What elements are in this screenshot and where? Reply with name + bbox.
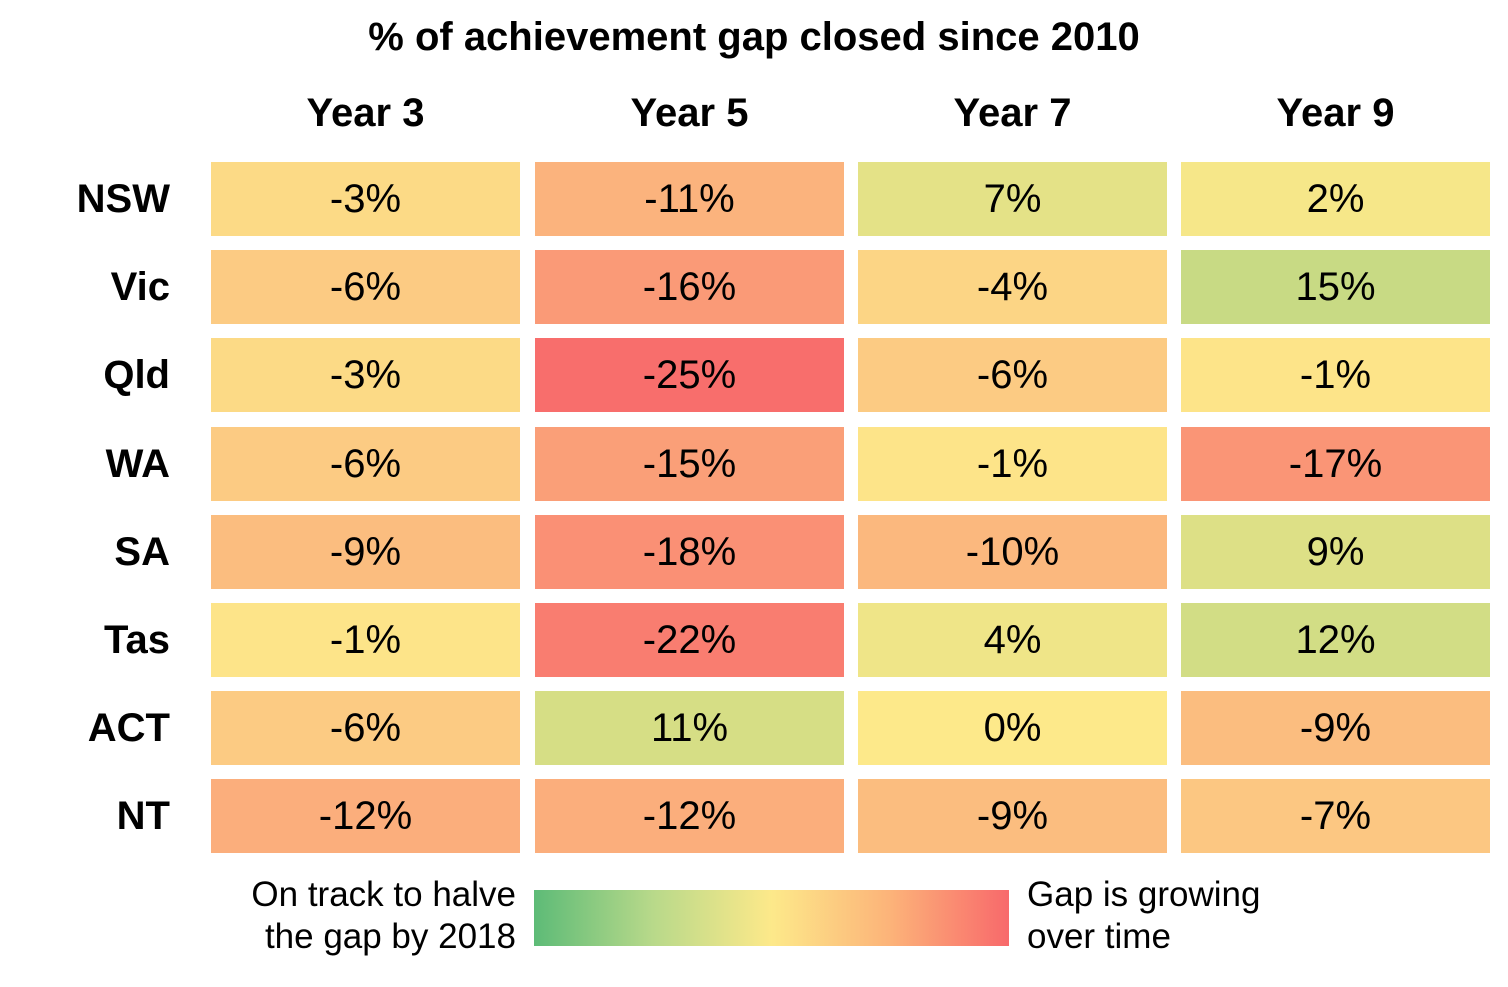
row-label-act: ACT xyxy=(87,706,170,750)
row-label-tas: Tas xyxy=(104,618,170,662)
heatmap-cell-nsw-3: 7% xyxy=(858,162,1167,236)
row-label-vic: Vic xyxy=(110,265,170,309)
legend-left-line1: On track to halve xyxy=(251,875,516,914)
heatmap-cell-nt-1: -12% xyxy=(211,779,520,853)
legend-left-label: On track to halve the gap by 2018 xyxy=(200,874,516,958)
heatmap-cell-qld-1: -3% xyxy=(211,338,520,412)
column-header-1: Year 3 xyxy=(306,91,425,135)
heatmap-cell-tas-4: 12% xyxy=(1181,603,1490,677)
row-label-nt: NT xyxy=(116,794,170,838)
heatmap-cell-qld-3: -6% xyxy=(858,338,1167,412)
heatmap-cell-vic-1: -6% xyxy=(211,250,520,324)
heatmap-cell-qld-4: -1% xyxy=(1181,338,1490,412)
row-label-wa: WA xyxy=(105,442,170,486)
heatmap-cell-wa-1: -6% xyxy=(211,427,520,501)
heatmap-cell-act-1: -6% xyxy=(211,691,520,765)
row-label-nsw: NSW xyxy=(76,177,170,221)
heatmap-cell-sa-1: -9% xyxy=(211,515,520,589)
heatmap-cell-nt-2: -12% xyxy=(535,779,844,853)
row-label-qld: Qld xyxy=(103,353,170,397)
heatmap-cell-nsw-1: -3% xyxy=(211,162,520,236)
heatmap-cell-sa-2: -18% xyxy=(535,515,844,589)
heatmap-cell-sa-4: 9% xyxy=(1181,515,1490,589)
heatmap-cell-vic-4: 15% xyxy=(1181,250,1490,324)
column-header-2: Year 5 xyxy=(630,91,749,135)
legend-right-label: Gap is growing over time xyxy=(1027,874,1347,958)
heatmap-cell-tas-2: -22% xyxy=(535,603,844,677)
heatmap-cell-wa-2: -15% xyxy=(535,427,844,501)
column-header-4: Year 9 xyxy=(1276,91,1395,135)
legend-right-line1: Gap is growing xyxy=(1027,875,1261,914)
legend-color-gradient xyxy=(534,890,1009,946)
heatmap-cell-wa-3: -1% xyxy=(858,427,1167,501)
heatmap-cell-act-4: -9% xyxy=(1181,691,1490,765)
heatmap-cell-qld-2: -25% xyxy=(535,338,844,412)
heatmap-cell-act-2: 11% xyxy=(535,691,844,765)
heatmap-cell-vic-3: -4% xyxy=(858,250,1167,324)
column-header-3: Year 7 xyxy=(953,91,1072,135)
heatmap-cell-nt-4: -7% xyxy=(1181,779,1490,853)
heatmap-cell-act-3: 0% xyxy=(858,691,1167,765)
chart-title: % of achievement gap closed since 2010 xyxy=(368,15,1140,59)
legend-right-line2: over time xyxy=(1027,917,1171,956)
heatmap-cell-nt-3: -9% xyxy=(858,779,1167,853)
heatmap-cell-sa-3: -10% xyxy=(858,515,1167,589)
legend-left-line2: the gap by 2018 xyxy=(264,917,516,956)
row-label-sa: SA xyxy=(114,530,170,574)
heatmap-cell-tas-1: -1% xyxy=(211,603,520,677)
heatmap-cell-wa-4: -17% xyxy=(1181,427,1490,501)
heatmap-cell-tas-3: 4% xyxy=(858,603,1167,677)
heatmap-cell-vic-2: -16% xyxy=(535,250,844,324)
heatmap-cell-nsw-4: 2% xyxy=(1181,162,1490,236)
heatmap-cell-nsw-2: -11% xyxy=(535,162,844,236)
